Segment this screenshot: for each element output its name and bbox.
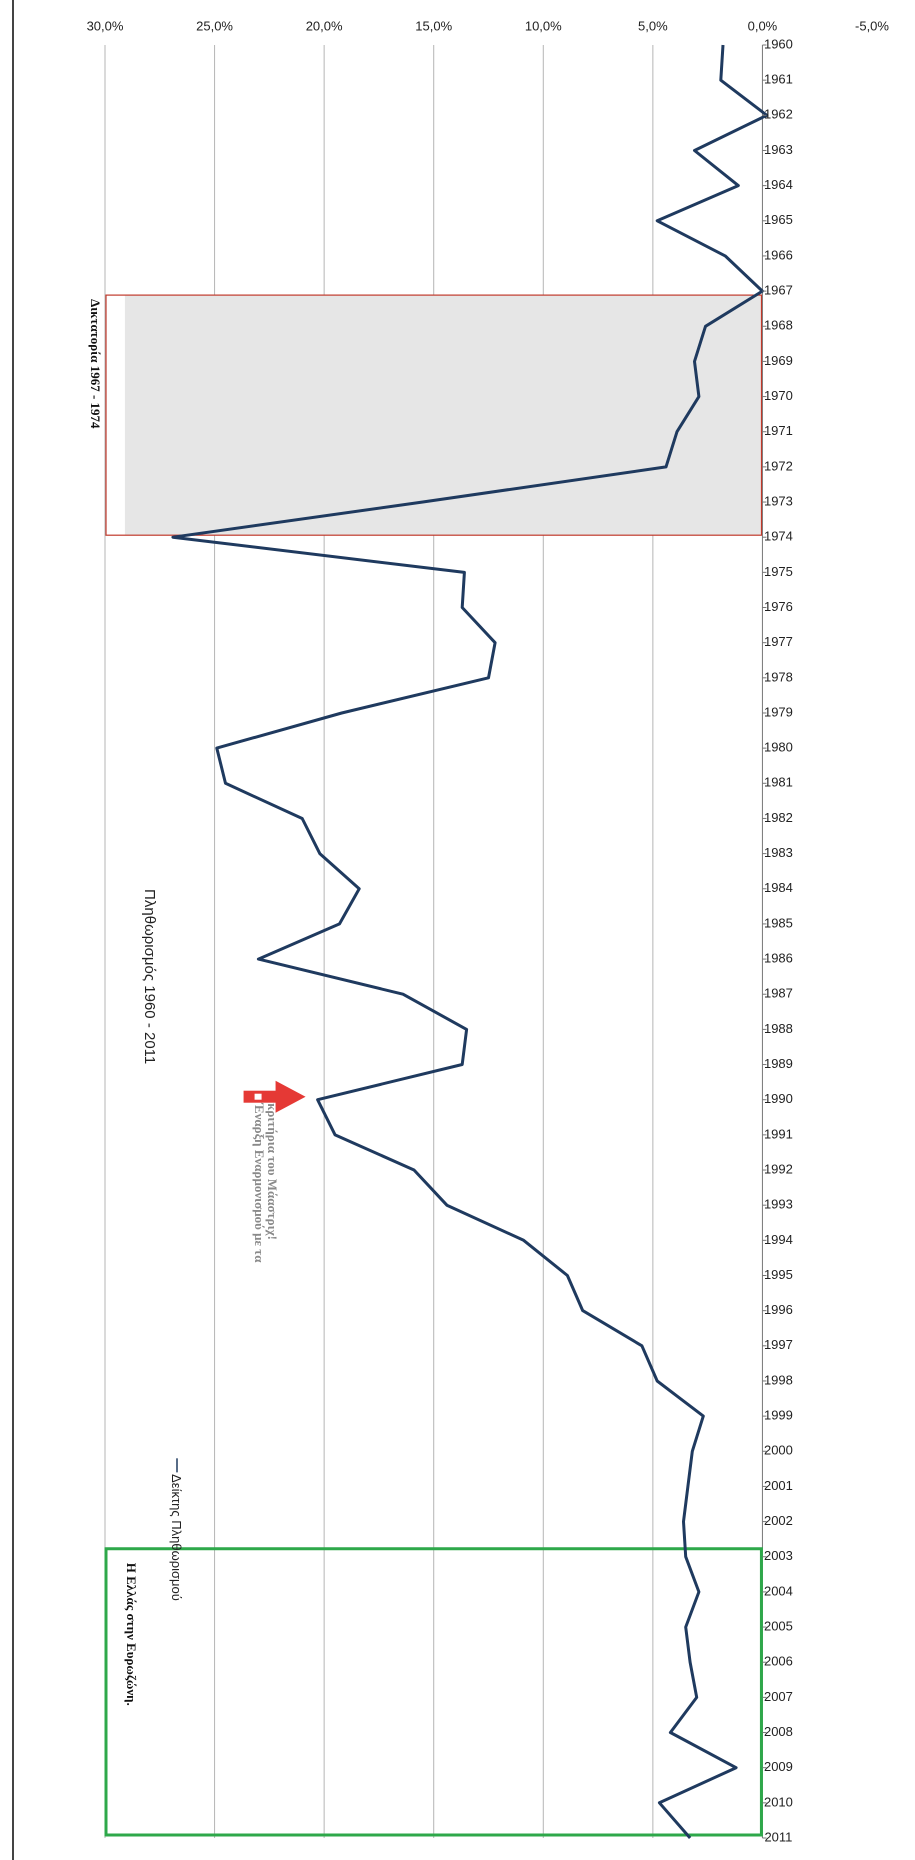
x-tick-label: 2008 bbox=[764, 1724, 793, 1739]
x-tick-label: 1966 bbox=[764, 247, 793, 262]
y-tick-label: 15,0% bbox=[415, 18, 452, 33]
x-tick-label: 1991 bbox=[764, 1126, 793, 1141]
annotation-texts: Πληθωρισμός 1960 - 2011 Δείκτης Πληθωρισ… bbox=[88, 299, 280, 1706]
x-tick-label: 1965 bbox=[764, 212, 793, 227]
x-tick-label: 1993 bbox=[764, 1197, 793, 1212]
y-tick-label: 5,0% bbox=[638, 18, 668, 33]
y-tick-label: 10,0% bbox=[525, 18, 562, 33]
x-tick-label: 1961 bbox=[764, 72, 793, 87]
x-tick-label: 1983 bbox=[764, 845, 793, 860]
y-tick-label: 20,0% bbox=[306, 18, 343, 33]
x-tick-label: 1984 bbox=[764, 880, 793, 895]
x-tick-label: 1988 bbox=[764, 1021, 793, 1036]
x-tick-label: 1986 bbox=[764, 951, 793, 966]
x-tick-label: 1985 bbox=[764, 915, 793, 930]
y-tick-labels: 30,0% 25,0% 20,0% 15,0% 10,0% 5,0% 0,0% -5,0% bbox=[87, 18, 890, 33]
x-tick-label: 1974 bbox=[764, 529, 793, 544]
x-tick-label: 1967 bbox=[764, 283, 793, 298]
x-tick-label: 1982 bbox=[764, 810, 793, 825]
maastricht-label-line1: Έναρξη Εναρμονισμού με τα bbox=[252, 1102, 267, 1263]
x-tick-label: 1972 bbox=[764, 458, 793, 473]
x-tick-label: 2001 bbox=[764, 1478, 793, 1493]
arrow-head bbox=[275, 1080, 306, 1113]
dictatorship-label: Δικτατορία 1967 - 1974 bbox=[88, 299, 103, 429]
eurozone-label: Η Ελλάς στην Ευρωζώνη. bbox=[124, 1563, 139, 1706]
x-tick-label: 1975 bbox=[764, 564, 793, 579]
x-tick-label: 1981 bbox=[764, 775, 793, 790]
x-tick-label: 1980 bbox=[764, 740, 793, 755]
x-tick-label: 1969 bbox=[764, 353, 793, 368]
x-tick-label: 1995 bbox=[764, 1267, 793, 1282]
dictatorship-box bbox=[105, 294, 763, 536]
x-tick-label: 1976 bbox=[764, 599, 793, 614]
x-tick-label: 1996 bbox=[764, 1302, 793, 1317]
x-tick-label: 1978 bbox=[764, 669, 793, 684]
x-tick-label: 1998 bbox=[764, 1372, 793, 1387]
x-tick-label: 2010 bbox=[764, 1794, 793, 1809]
x-tick-label: 2009 bbox=[764, 1759, 793, 1774]
x-tick-label: 2000 bbox=[764, 1443, 793, 1458]
y-tick-label: 30,0% bbox=[87, 18, 124, 33]
x-tick-label: 1970 bbox=[764, 388, 793, 403]
x-tick-label: 1994 bbox=[764, 1232, 793, 1247]
rotated-chart-frame: 30,0% 25,0% 20,0% 15,0% 10,0% 5,0% 0,0% -5,0% 1… bbox=[87, 18, 890, 1844]
maastricht-arrow-icon bbox=[243, 1080, 306, 1113]
y-tick-label: -5,0% bbox=[855, 18, 889, 33]
series-line bbox=[171, 44, 769, 1839]
x-tick-label: 1992 bbox=[764, 1161, 793, 1176]
x-tick-label: 1960 bbox=[764, 36, 793, 51]
x-tick-label: 2002 bbox=[764, 1513, 793, 1528]
x-tick-label: 2006 bbox=[764, 1654, 793, 1669]
x-tick-label: 1979 bbox=[764, 704, 793, 719]
eurozone-box bbox=[104, 1547, 763, 1837]
x-tick-label: 1963 bbox=[764, 142, 793, 157]
x-tick-label: 1989 bbox=[764, 1056, 793, 1071]
x-tick-label: 2007 bbox=[764, 1689, 793, 1704]
x-tick-label: 2003 bbox=[764, 1548, 793, 1563]
x-tick-label: 1971 bbox=[764, 423, 793, 438]
x-tick-label: 1987 bbox=[764, 986, 793, 1001]
y-tick-label: 0,0% bbox=[748, 18, 778, 33]
x-tick-label: 1977 bbox=[764, 634, 793, 649]
x-tick-label: 2004 bbox=[764, 1583, 793, 1598]
x-tick-labels: 1960 1961 1962 1963 1964 1965 1966 1967 1968 1969… bbox=[762, 36, 793, 1844]
arrow-gap bbox=[254, 1093, 262, 1100]
maastricht-label-line2: κριτήρια του Μάαστριχ! bbox=[265, 1103, 280, 1240]
x-tick-label: 2005 bbox=[764, 1618, 793, 1633]
page-left-border bbox=[12, 0, 14, 1860]
legend-label: Δείκτης Πληθωρισμού bbox=[169, 1474, 184, 1601]
x-tick-label: 1968 bbox=[764, 318, 793, 333]
x-tick-label: 1999 bbox=[764, 1408, 793, 1423]
chart-title: Πληθωρισμός 1960 - 2011 bbox=[141, 889, 158, 1064]
y-tick-label: 25,0% bbox=[196, 18, 233, 33]
x-tick-label: 1990 bbox=[764, 1091, 793, 1106]
annotation-boxes bbox=[104, 294, 763, 1837]
x-tick-label: 2011 bbox=[764, 1829, 792, 1844]
series-line-layer bbox=[171, 44, 769, 1839]
x-tick-label: 1962 bbox=[764, 107, 793, 122]
x-tick-label: 1964 bbox=[764, 177, 793, 192]
x-tick-label: 1997 bbox=[764, 1337, 793, 1352]
x-tick-label: 1973 bbox=[764, 493, 793, 508]
